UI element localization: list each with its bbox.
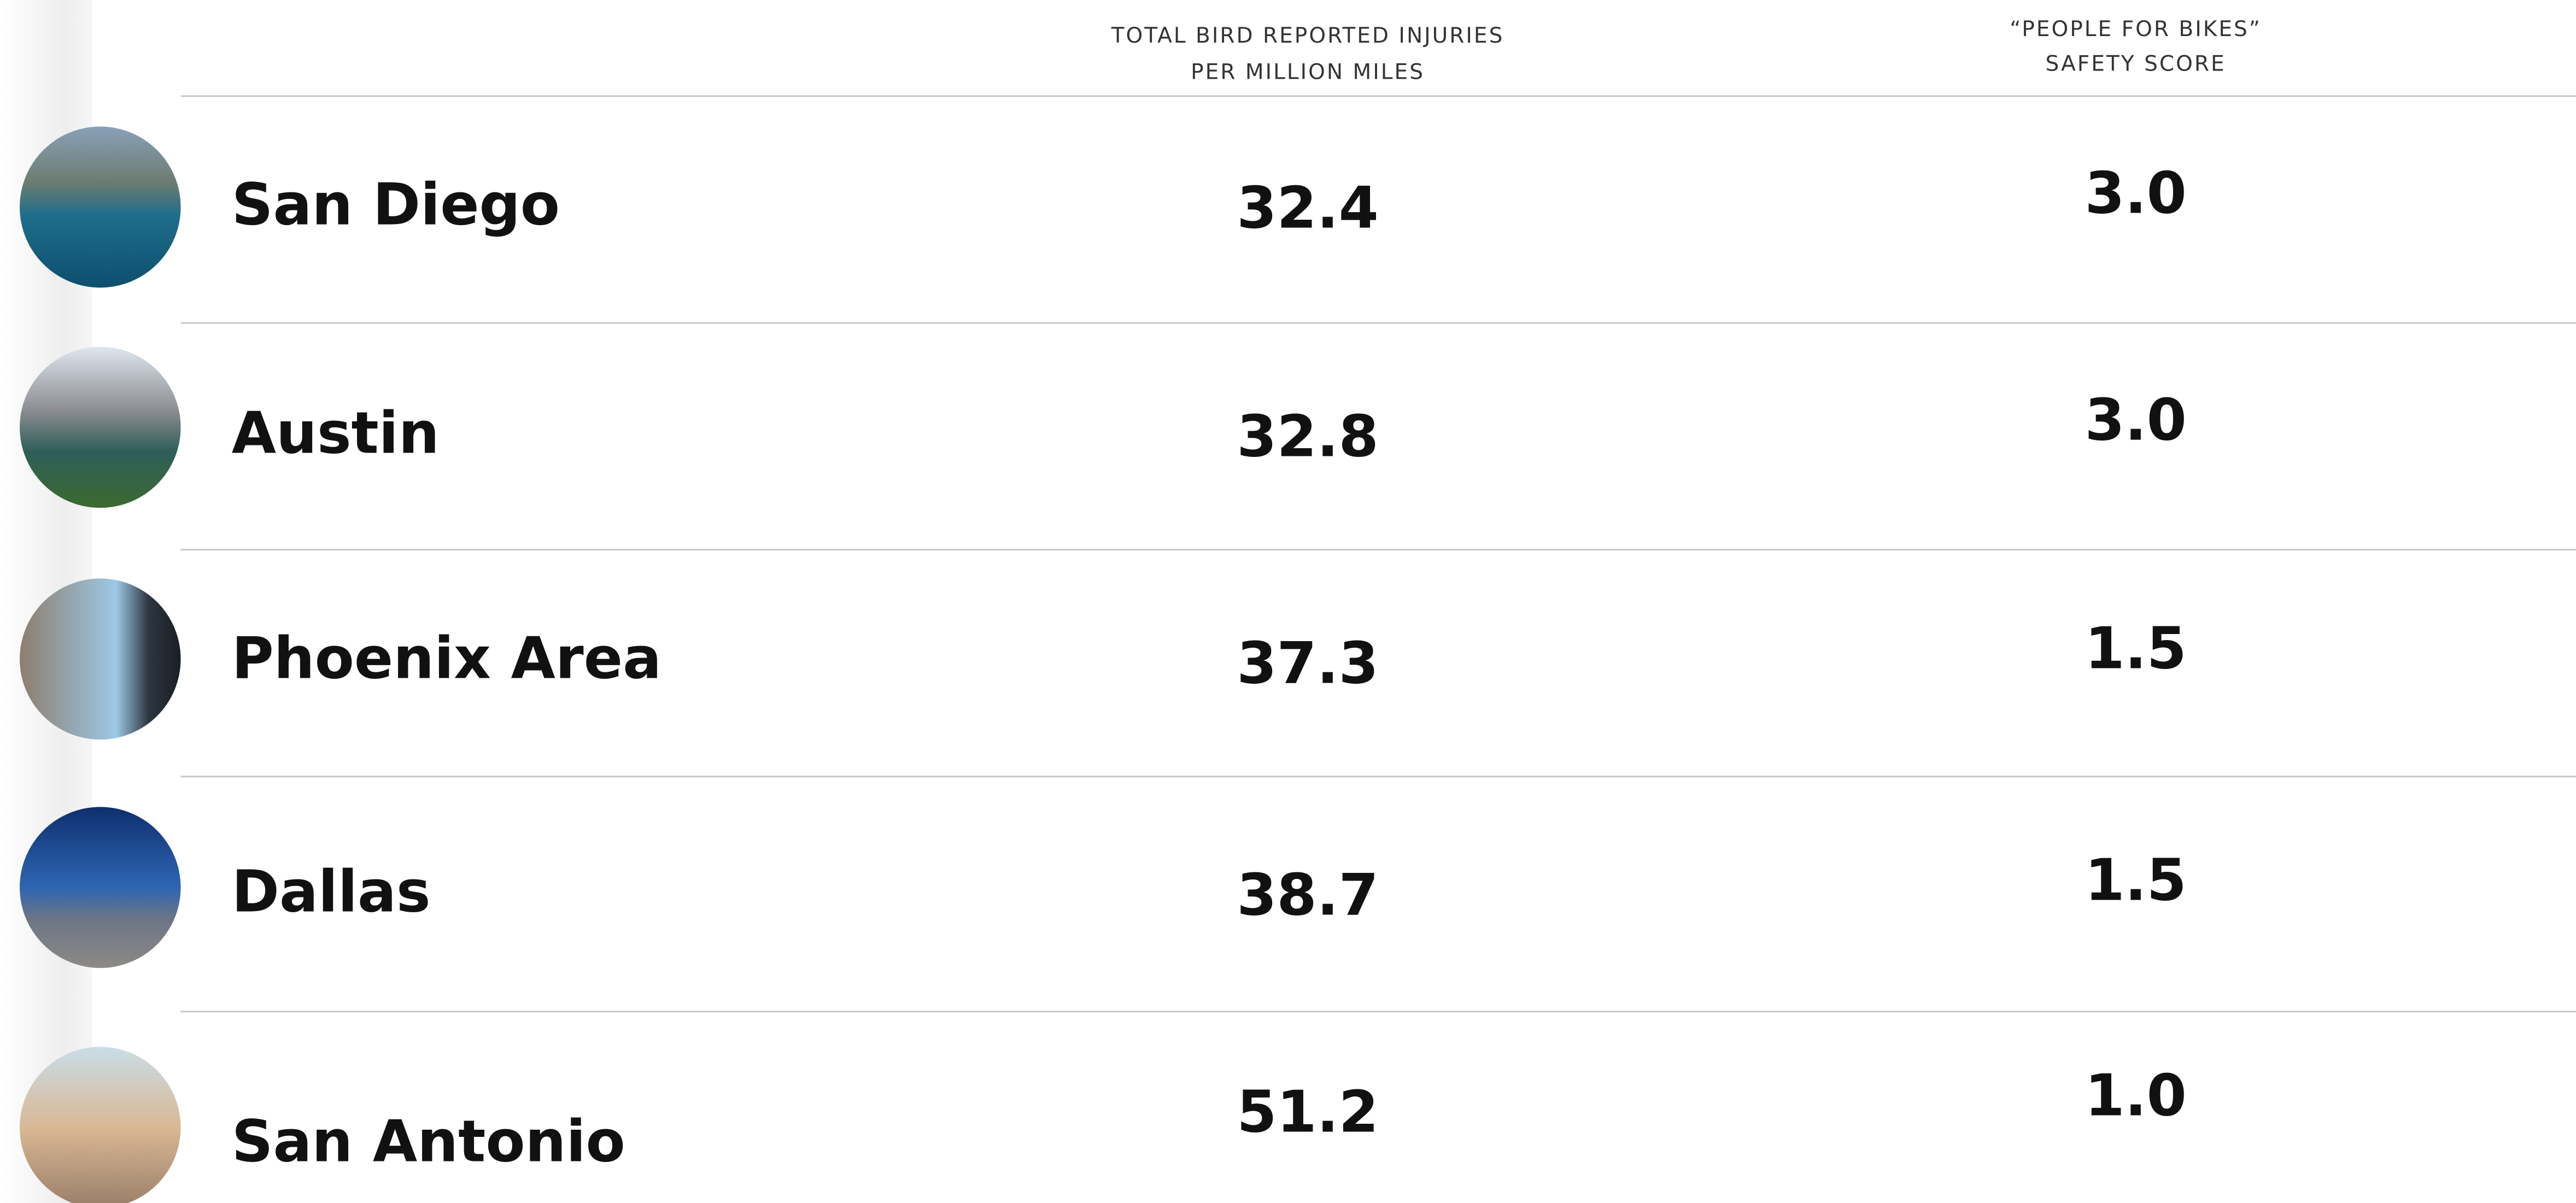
injury-rate: 32.4	[1237, 174, 1378, 242]
safety-score: 1.5	[2085, 614, 2186, 682]
safety-score: 3.0	[2085, 386, 2186, 454]
safety-score: 3.0	[2085, 160, 2186, 227]
city-photo	[20, 1047, 181, 1203]
city-name: Austin	[232, 400, 440, 467]
injury-rate: 32.8	[1237, 403, 1378, 470]
injury-rate: 37.3	[1237, 630, 1378, 697]
column-header: SAFETY SCORE	[2046, 51, 2226, 76]
city-photo	[20, 126, 181, 288]
column-header: “PEOPLE FOR BIKES”	[2010, 17, 2262, 42]
city-photo	[20, 347, 181, 508]
safety-score: 1.0	[2085, 1061, 2186, 1129]
city-name: Dallas	[232, 858, 431, 925]
city-name: San Diego	[232, 171, 560, 238]
city-name: San Antonio	[232, 1108, 625, 1175]
city-name: Phoenix Area	[232, 625, 661, 692]
column-header: TOTAL BIRD REPORTED INJURIES	[1111, 24, 1504, 48]
injury-rate: 51.2	[1237, 1078, 1378, 1145]
city-photo	[20, 578, 181, 740]
column-header: PER MILLION MILES	[1191, 60, 1425, 84]
injury-rate: 38.7	[1237, 861, 1378, 929]
city-photo	[20, 807, 181, 969]
safety-score: 1.5	[2085, 846, 2186, 913]
